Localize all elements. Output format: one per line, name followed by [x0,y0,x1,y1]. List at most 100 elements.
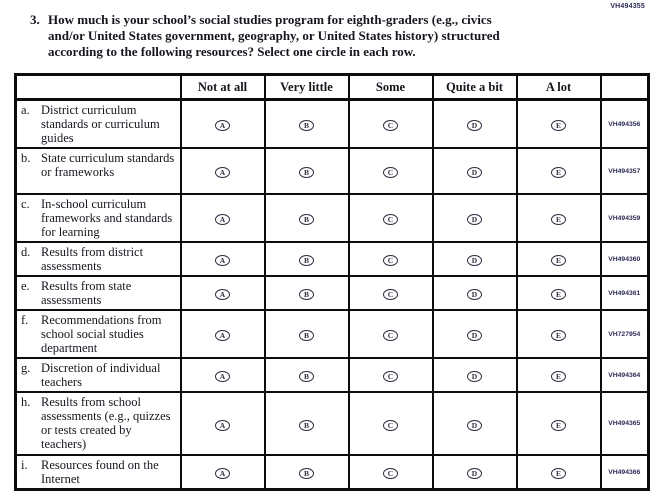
option-circle-b[interactable]: B [299,214,314,225]
option-circle-b[interactable]: B [299,255,314,266]
option-circle-b[interactable]: B [299,419,314,431]
row-label-cell: h. Results from school assessments (e.g.… [14,391,182,456]
option-circle-e[interactable]: E [551,330,566,341]
option-cell-some: C [347,309,434,359]
option-circle-a[interactable]: A [215,419,230,431]
option-circle-c[interactable]: C [383,255,398,266]
option-cell-some: C [347,454,434,491]
table-header: Not at all Very little Some Quite a bit … [14,73,650,101]
option-circle-d[interactable]: D [467,167,482,178]
option-cell-not-at-all: A [179,391,266,456]
table-row: i. Resources found on the Internet A B C… [14,454,650,491]
option-cell-quite-a-bit: D [431,275,518,311]
option-cell-very-little: B [263,454,350,491]
option-cell-a-lot: E [515,454,602,491]
option-circle-d[interactable]: D [467,419,482,431]
option-cell-quite-a-bit: D [431,98,518,149]
option-circle-e[interactable]: E [551,120,566,131]
column-header-very-little: Very little [263,73,350,101]
row-letter: i. [21,458,28,472]
option-cell-very-little: B [263,357,350,393]
option-circle-d[interactable]: D [467,120,482,131]
row-letter: f. [21,313,29,327]
option-circle-b[interactable]: B [299,330,314,341]
option-circle-b[interactable]: B [299,371,314,382]
option-cell-quite-a-bit: D [431,241,518,277]
option-circle-d[interactable]: D [467,214,482,225]
option-circle-e[interactable]: E [551,419,566,431]
option-circle-c[interactable]: C [383,330,398,341]
column-header-not-at-all: Not at all [179,73,266,101]
question-block: 3. How much is your school’s social stud… [30,12,590,60]
row-code: VH494359 [599,193,650,243]
option-circle-a[interactable]: A [215,214,230,225]
option-circle-a[interactable]: A [215,468,230,479]
option-cell-not-at-all: A [179,309,266,359]
option-circle-c[interactable]: C [383,289,398,300]
option-cell-very-little: B [263,193,350,243]
column-header-code [599,73,650,101]
row-label: Recommendations from school social studi… [41,313,162,355]
option-circle-e[interactable]: E [551,371,566,382]
table-body: a. District curriculum standards or curr… [14,98,650,491]
option-circle-b[interactable]: B [299,289,314,300]
option-cell-some: C [347,193,434,243]
option-circle-a[interactable]: A [215,120,230,131]
option-cell-a-lot: E [515,357,602,393]
option-circle-e[interactable]: E [551,214,566,225]
option-cell-quite-a-bit: D [431,147,518,195]
option-cell-some: C [347,391,434,456]
row-code: VH494356 [599,98,650,149]
option-circle-c[interactable]: C [383,214,398,225]
option-circle-a[interactable]: A [215,255,230,266]
option-circle-b[interactable]: B [299,167,314,178]
row-code: VH494364 [599,357,650,393]
row-code: VH494361 [599,275,650,311]
option-cell-not-at-all: A [179,98,266,149]
option-circle-c[interactable]: C [383,167,398,178]
option-circle-a[interactable]: A [215,289,230,300]
option-circle-e[interactable]: E [551,255,566,266]
question-line-3-end: circle in each row. [312,44,416,59]
option-cell-quite-a-bit: D [431,193,518,243]
option-cell-some: C [347,147,434,195]
option-cell-a-lot: E [515,147,602,195]
option-circle-e[interactable]: E [551,167,566,178]
column-header-a-lot: A lot [515,73,602,101]
option-circle-d[interactable]: D [467,330,482,341]
column-header-empty [14,73,182,101]
option-circle-b[interactable]: B [299,468,314,479]
column-header-some: Some [347,73,434,101]
table-row: e. Results from state assessments A B C … [14,275,650,311]
option-circle-e[interactable]: E [551,468,566,479]
option-cell-very-little: B [263,275,350,311]
option-circle-d[interactable]: D [467,289,482,300]
option-circle-c[interactable]: C [383,371,398,382]
option-circle-d[interactable]: D [467,468,482,479]
table-row: c. In-school curriculum frameworks and s… [14,193,650,243]
option-cell-not-at-all: A [179,193,266,243]
option-cell-very-little: B [263,241,350,277]
option-circle-c[interactable]: C [383,120,398,131]
question-text: How much is your school’s social studies… [30,12,590,60]
option-circle-c[interactable]: C [383,419,398,431]
row-label: Results from district assessments [41,245,144,273]
option-circle-e[interactable]: E [551,289,566,300]
row-label-cell: d. Results from district assessments [14,241,182,277]
table-row: d. Results from district assessments A B… [14,241,650,277]
option-circle-b[interactable]: B [299,120,314,131]
option-circle-d[interactable]: D [467,371,482,382]
option-circle-c[interactable]: C [383,468,398,479]
row-label-cell: c. In-school curriculum frameworks and s… [14,193,182,243]
option-cell-some: C [347,357,434,393]
option-cell-some: C [347,241,434,277]
option-cell-quite-a-bit: D [431,357,518,393]
option-circle-a[interactable]: A [215,167,230,178]
option-circle-d[interactable]: D [467,255,482,266]
option-circle-a[interactable]: A [215,371,230,382]
option-cell-very-little: B [263,98,350,149]
option-circle-a[interactable]: A [215,330,230,341]
row-letter: a. [21,103,30,117]
row-code: VH494365 [599,391,650,456]
resources-matrix-table: Not at all Very little Some Quite a bit … [14,73,650,491]
